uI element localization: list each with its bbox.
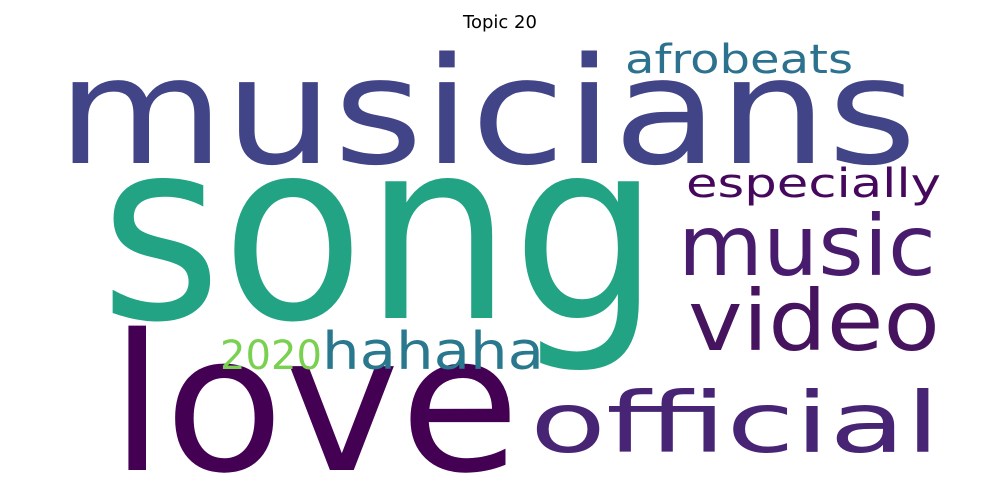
word-official: official [530, 374, 940, 472]
wordcloud-title: Topic 20 [463, 12, 537, 33]
word-2020: 2020 [220, 333, 322, 379]
word-love: love [110, 294, 520, 500]
word-musicians: musicians [57, 26, 917, 198]
word-hahaha: hahaha [322, 322, 544, 382]
word-afrobeats: afrobeats [625, 37, 853, 83]
word-video: video [688, 272, 940, 370]
word-especially: especially [686, 161, 941, 207]
word-music: music [678, 197, 936, 295]
word-song: song [100, 86, 660, 377]
